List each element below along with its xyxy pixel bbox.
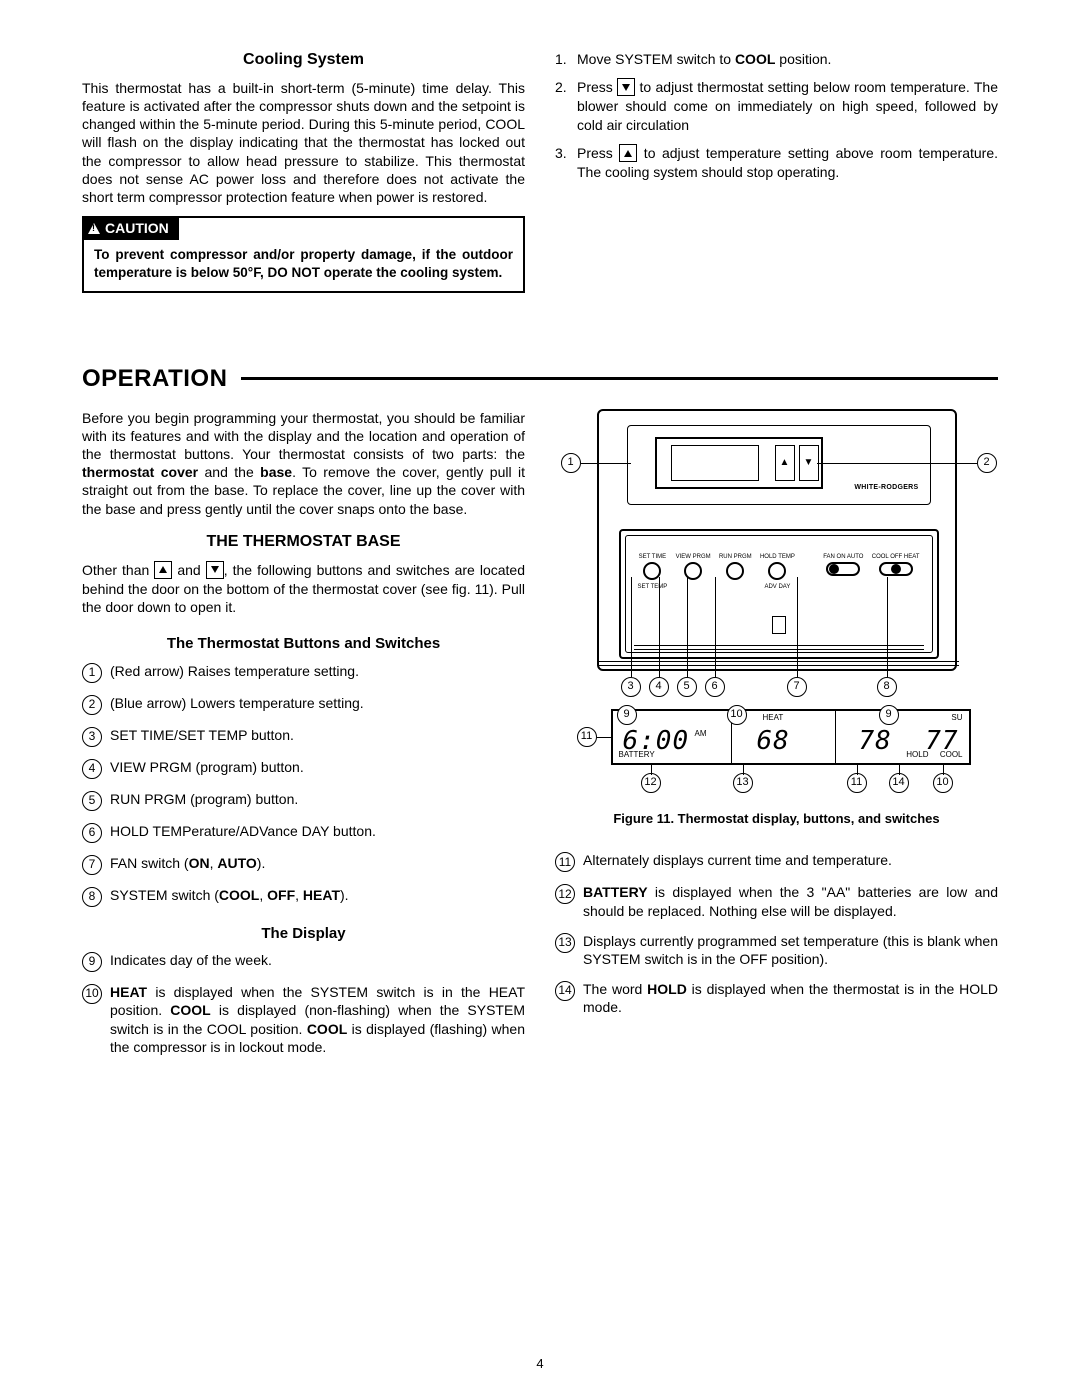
step2-b: to adjust thermostat setting below room …: [577, 79, 998, 132]
figure-caption: Figure 11. Thermostat display, buttons, …: [555, 811, 998, 828]
col-right: 1.Move SYSTEM switch to COOL position. 2…: [555, 50, 998, 293]
item-10: 10HEAT is displayed when the SYSTEM swit…: [82, 983, 525, 1056]
thermostat-diagram: ▲ ▼ WHITE-RODGERS SET TIMESET TEMP VIEW …: [557, 409, 997, 799]
callout-10b: 10: [933, 773, 953, 793]
button-row: SET TIMESET TEMP VIEW PRGM RUN PRGM HOLD…: [638, 554, 920, 590]
arrow-up-button: ▲: [775, 445, 795, 481]
warning-icon: [88, 223, 100, 234]
operation-header: OPERATION: [82, 363, 998, 394]
callout-8: 8: [877, 677, 897, 697]
callout-9b: 9: [879, 705, 899, 725]
arrow-up-icon: [154, 561, 172, 579]
brand-label: WHITE-RODGERS: [854, 483, 918, 492]
callout-2: 2: [977, 453, 997, 473]
item-14: 14The word HOLD is displayed when the th…: [555, 980, 998, 1016]
cooling-para: This thermostat has a built-in short-ter…: [82, 79, 525, 206]
step2-a: Press: [577, 79, 617, 95]
arrow-down-icon: [617, 78, 635, 96]
step3-a: Press: [577, 145, 619, 161]
item-1: 1(Red arrow) Raises temperature setting.: [82, 662, 525, 682]
top-section: Cooling System This thermostat has a bui…: [82, 50, 998, 293]
item-13: 13Displays currently programmed set temp…: [555, 932, 998, 968]
item-8: 8SYSTEM switch (COOL, OFF, HEAT).: [82, 886, 525, 906]
buttons-list: 1(Red arrow) Raises temperature setting.…: [82, 662, 525, 906]
step3-b: to adjust temperature setting above room…: [577, 145, 998, 180]
arrow-down-icon: [206, 561, 224, 579]
callout-4: 4: [649, 677, 669, 697]
callout-12: 12: [641, 773, 661, 793]
caution-body: To prevent compressor and/or property da…: [84, 240, 523, 291]
item-6: 6HOLD TEMPerature/ADVance DAY button.: [82, 822, 525, 842]
callout-1: 1: [561, 453, 581, 473]
caution-header: CAUTION: [82, 216, 179, 240]
btn-holdtemp: HOLD TEMPADV DAY: [760, 554, 795, 590]
cooling-title: Cooling System: [82, 50, 525, 71]
switch-system: COOL OFF HEAT: [872, 554, 920, 576]
display-list-right: 11Alternately displays current time and …: [555, 851, 998, 1016]
callout-11b: 11: [847, 773, 867, 793]
op-left: Before you begin programming your thermo…: [82, 409, 525, 1068]
btn-settime: SET TIMESET TEMP: [638, 554, 668, 590]
screen-arrows: ▲ ▼: [775, 445, 819, 481]
item-11: 11Alternately displays current time and …: [555, 851, 998, 871]
callout-9a: 9: [617, 705, 637, 725]
outer-rule: [599, 665, 959, 666]
operation-title: OPERATION: [82, 363, 227, 394]
step-2: 2.Press to adjust thermostat setting bel…: [555, 78, 998, 134]
step-3: 3.Press to adjust temperature setting ab…: [555, 144, 998, 181]
item-7: 7FAN switch (ON, AUTO).: [82, 854, 525, 874]
lcd-closeup: MO HEAT SU 6:00 AM 68 78 77 BATTERY HOLD…: [611, 709, 971, 765]
buttons-title: The Thermostat Buttons and Switches: [82, 634, 525, 654]
base-title: THE THERMOSTAT BASE: [82, 532, 525, 553]
outer-rule2: [599, 661, 959, 662]
unit-outer: ▲ ▼ WHITE-RODGERS SET TIMESET TEMP VIEW …: [597, 409, 957, 671]
tray-line1: [634, 649, 924, 650]
item-9: 9Indicates day of the week.: [82, 951, 525, 971]
item-12: 12BATTERY is displayed when the 3 "AA" b…: [555, 883, 998, 919]
step1-b: COOL: [735, 51, 775, 67]
step1-c: position.: [775, 51, 831, 67]
caution-box: CAUTION To prevent compressor and/or pro…: [82, 216, 525, 293]
screen-lcd: [671, 445, 759, 481]
item-5: 5RUN PRGM (program) button.: [82, 790, 525, 810]
switch-fan: FAN ON AUTO: [823, 554, 863, 576]
tray-notch: [772, 616, 786, 634]
op-intro: Before you begin programming your thermo…: [82, 409, 525, 518]
callout-3: 3: [621, 677, 641, 697]
display-title: The Display: [82, 924, 525, 944]
callout-7: 7: [787, 677, 807, 697]
operation-cols: Before you begin programming your thermo…: [82, 409, 998, 1068]
callout-11a: 11: [577, 727, 597, 747]
item-2: 2(Blue arrow) Lowers temperature setting…: [82, 694, 525, 714]
page-number: 4: [0, 1356, 1080, 1373]
callout-14: 14: [889, 773, 909, 793]
arrow-up-icon: [619, 144, 637, 162]
display-list-left: 9Indicates day of the week. 10HEAT is di…: [82, 951, 525, 1056]
btn-runprgm: RUN PRGM: [719, 554, 752, 580]
operation-rule: [241, 377, 998, 380]
step-1: 1.Move SYSTEM switch to COOL position.: [555, 50, 998, 68]
step1-a: Move SYSTEM switch to: [577, 51, 735, 67]
tray-line2: [634, 645, 924, 646]
item-3: 3SET TIME/SET TEMP button.: [82, 726, 525, 746]
arrow-down-button: ▼: [799, 445, 819, 481]
col-left: Cooling System This thermostat has a bui…: [82, 50, 525, 293]
item-4: 4VIEW PRGM (program) button.: [82, 758, 525, 778]
base-para: Other than and , the following buttons a…: [82, 561, 525, 617]
steps-list: 1.Move SYSTEM switch to COOL position. 2…: [555, 50, 998, 181]
btn-viewprgm: VIEW PRGM: [676, 554, 711, 580]
button-tray: SET TIMESET TEMP VIEW PRGM RUN PRGM HOLD…: [619, 529, 939, 659]
callout-13: 13: [733, 773, 753, 793]
caution-label: CAUTION: [105, 220, 169, 236]
callout-5: 5: [677, 677, 697, 697]
callout-10a: 10: [727, 705, 747, 725]
op-right: ▲ ▼ WHITE-RODGERS SET TIMESET TEMP VIEW …: [555, 409, 998, 1068]
callout-6: 6: [705, 677, 725, 697]
